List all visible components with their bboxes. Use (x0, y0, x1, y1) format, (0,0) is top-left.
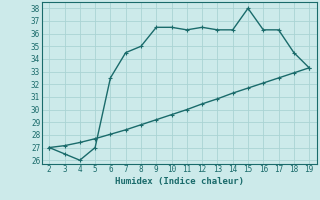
X-axis label: Humidex (Indice chaleur): Humidex (Indice chaleur) (115, 177, 244, 186)
